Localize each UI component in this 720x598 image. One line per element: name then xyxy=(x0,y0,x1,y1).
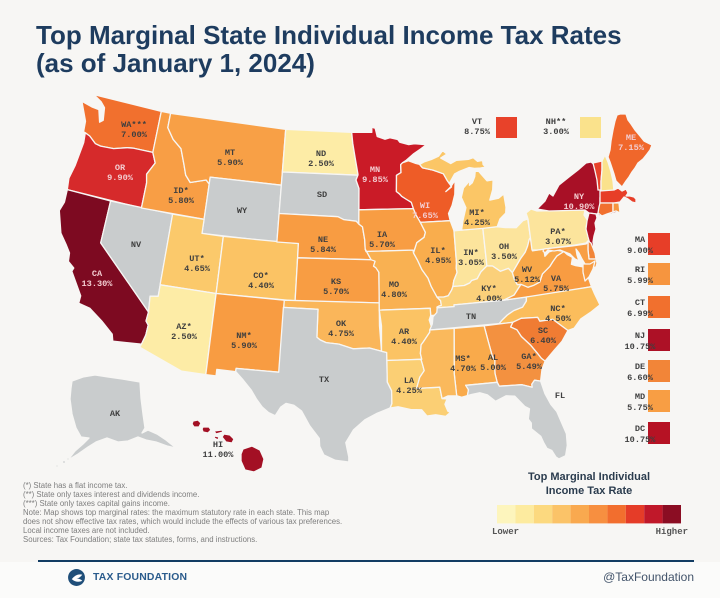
svg-text:4.75%: 4.75% xyxy=(328,329,355,339)
svg-text:3.50%: 3.50% xyxy=(491,252,518,262)
svg-text:AL: AL xyxy=(488,353,498,363)
svg-text:3.07%: 3.07% xyxy=(545,237,572,247)
svg-text:8.75%: 8.75% xyxy=(464,127,491,137)
svg-text:ID*: ID* xyxy=(173,186,188,196)
svg-text:7.15%: 7.15% xyxy=(618,143,645,153)
svg-text:CA: CA xyxy=(92,269,103,279)
svg-text:IL*: IL* xyxy=(430,246,445,256)
svg-text:4.95%: 4.95% xyxy=(425,256,452,266)
svg-text:4.25%: 4.25% xyxy=(396,386,423,396)
svg-text:NJ: NJ xyxy=(635,331,645,341)
svg-text:5.84%: 5.84% xyxy=(310,245,337,255)
svg-text:MO: MO xyxy=(389,280,399,290)
svg-text:5.75%: 5.75% xyxy=(543,284,570,294)
svg-text:10.75%: 10.75% xyxy=(625,435,657,445)
svg-text:AR: AR xyxy=(399,327,410,337)
svg-text:4.50%: 4.50% xyxy=(545,314,572,324)
svg-text:MT: MT xyxy=(225,148,235,158)
svg-text:GA*: GA* xyxy=(521,352,536,362)
svg-text:MI*: MI* xyxy=(469,208,484,218)
svg-text:TX: TX xyxy=(319,375,330,385)
svg-text:3.00%: 3.00% xyxy=(543,127,570,137)
svg-text:MD: MD xyxy=(635,392,645,402)
svg-text:HI: HI xyxy=(213,440,223,450)
svg-text:6.99%: 6.99% xyxy=(627,309,654,319)
svg-text:NE: NE xyxy=(318,235,328,245)
svg-text:4.40%: 4.40% xyxy=(391,337,418,347)
svg-text:MA: MA xyxy=(635,235,646,245)
svg-text:VA: VA xyxy=(551,274,562,284)
svg-text:ND: ND xyxy=(316,149,326,159)
svg-text:WY: WY xyxy=(237,206,248,216)
svg-text:IA: IA xyxy=(377,230,388,240)
svg-text:5.90%: 5.90% xyxy=(217,158,244,168)
svg-text:4.40%: 4.40% xyxy=(248,281,275,291)
svg-text:TN: TN xyxy=(466,312,476,322)
svg-text:6.40%: 6.40% xyxy=(530,336,557,346)
svg-text:WV: WV xyxy=(522,265,533,275)
svg-text:CO*: CO* xyxy=(253,271,268,281)
svg-text:CT: CT xyxy=(635,298,645,308)
svg-text:4.65%: 4.65% xyxy=(184,264,211,274)
svg-text:ME: ME xyxy=(626,133,636,143)
svg-text:MS*: MS* xyxy=(455,354,470,364)
svg-text:5.90%: 5.90% xyxy=(231,341,258,351)
svg-text:NM*: NM* xyxy=(236,331,251,341)
svg-text:5.80%: 5.80% xyxy=(168,196,195,206)
svg-text:2.50%: 2.50% xyxy=(308,159,335,169)
svg-text:4.25%: 4.25% xyxy=(464,218,491,228)
svg-text:2.50%: 2.50% xyxy=(171,332,198,342)
svg-text:9.90%: 9.90% xyxy=(107,173,134,183)
svg-text:OK: OK xyxy=(336,319,347,329)
svg-text:NV: NV xyxy=(131,240,142,250)
svg-text:4.70%: 4.70% xyxy=(450,364,477,374)
svg-text:7.00%: 7.00% xyxy=(121,130,148,140)
svg-text:MN: MN xyxy=(370,165,380,175)
svg-text:SC: SC xyxy=(538,326,548,336)
svg-text:PA*: PA* xyxy=(550,227,565,237)
svg-text:5.00%: 5.00% xyxy=(480,363,507,373)
svg-text:VT: VT xyxy=(472,117,482,127)
svg-text:5.75%: 5.75% xyxy=(627,403,654,413)
svg-text:7.65%: 7.65% xyxy=(412,211,439,221)
svg-text:DE: DE xyxy=(635,362,645,372)
svg-text:FL: FL xyxy=(555,391,565,401)
svg-text:RI: RI xyxy=(635,265,645,275)
svg-text:OR: OR xyxy=(115,163,126,173)
svg-text:5.70%: 5.70% xyxy=(369,240,396,250)
svg-text:WA***: WA*** xyxy=(121,120,147,130)
svg-text:IN*: IN* xyxy=(463,248,478,258)
svg-text:UT*: UT* xyxy=(189,254,204,264)
svg-text:9.00%: 9.00% xyxy=(627,246,654,256)
svg-text:AK: AK xyxy=(110,409,121,419)
svg-text:WI: WI xyxy=(420,201,430,211)
svg-text:OH: OH xyxy=(499,242,509,252)
svg-text:5.12%: 5.12% xyxy=(514,275,541,285)
svg-text:10.75%: 10.75% xyxy=(625,342,657,352)
svg-text:9.85%: 9.85% xyxy=(362,175,389,185)
svg-text:4.80%: 4.80% xyxy=(381,290,408,300)
svg-text:13.30%: 13.30% xyxy=(82,279,114,289)
svg-text:3.05%: 3.05% xyxy=(458,258,485,268)
svg-text:DC: DC xyxy=(635,424,645,434)
svg-text:KY*: KY* xyxy=(481,284,496,294)
svg-text:KS: KS xyxy=(331,277,341,287)
svg-text:NC*: NC* xyxy=(550,304,565,314)
svg-text:5.70%: 5.70% xyxy=(323,287,350,297)
svg-text:4.00%: 4.00% xyxy=(476,294,503,304)
svg-text:11.00%: 11.00% xyxy=(203,450,235,460)
svg-text:LA: LA xyxy=(404,376,415,386)
svg-text:AZ*: AZ* xyxy=(176,322,191,332)
svg-text:NY: NY xyxy=(574,192,585,202)
svg-text:10.90%: 10.90% xyxy=(564,202,596,212)
svg-text:SD: SD xyxy=(317,190,327,200)
svg-text:6.60%: 6.60% xyxy=(627,373,654,383)
svg-text:5.99%: 5.99% xyxy=(627,276,654,286)
svg-text:5.49%: 5.49% xyxy=(516,362,543,372)
svg-text:NH**: NH** xyxy=(546,117,567,127)
